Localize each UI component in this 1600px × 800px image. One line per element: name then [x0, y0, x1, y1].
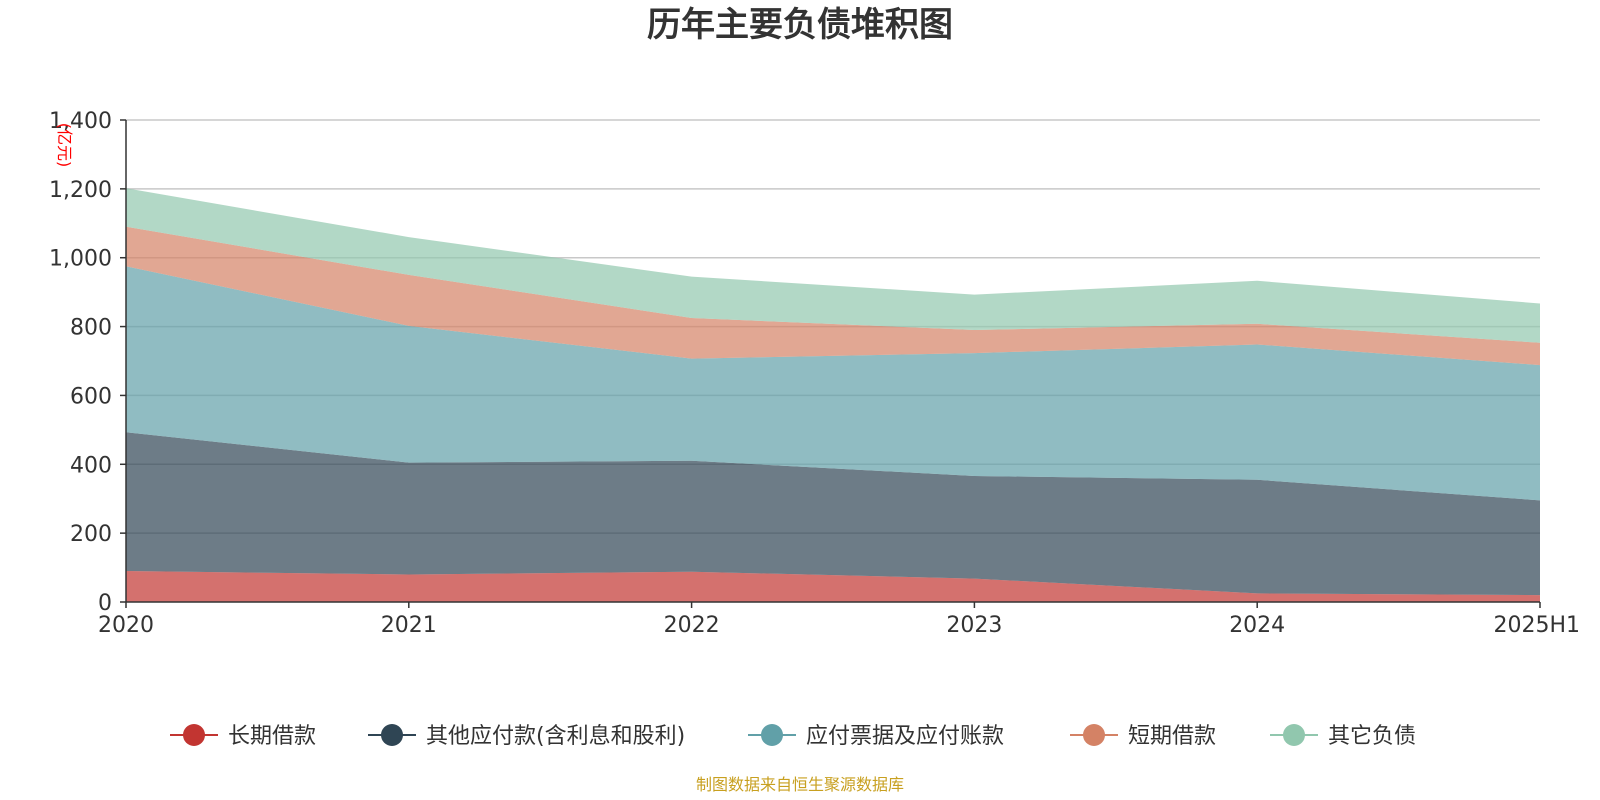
legend-item[interactable]: 长期借款: [170, 724, 316, 749]
legend-label: 长期借款: [228, 724, 316, 749]
y-tick-label: 200: [70, 522, 112, 547]
legend-label: 应付票据及应付账款: [806, 724, 1004, 749]
legend-label: 短期借款: [1128, 724, 1216, 749]
y-tick-label: 600: [70, 384, 112, 409]
area-长期借款: [126, 571, 1540, 602]
legend-label: 其它负债: [1328, 724, 1416, 749]
legend-item[interactable]: 短期借款: [1070, 724, 1216, 749]
y-tick-label: 1,400: [49, 109, 112, 134]
legend-label: 其他应付款(含利息和股利): [426, 724, 685, 749]
legend-item[interactable]: 其他应付款(含利息和股利): [368, 724, 685, 749]
x-tick-label: 2023: [946, 613, 1002, 638]
area-应付票据及应付账款: [126, 266, 1540, 501]
y-tick-label: 1,200: [49, 178, 112, 203]
x-tick-label: 2021: [381, 613, 437, 638]
y-tick-label: 0: [98, 591, 112, 616]
legend-item[interactable]: 应付票据及应付账款: [748, 724, 1004, 749]
legend: 长期借款 其他应付款(含利息和股利) 应付票据及应付账款 短期借款 其它负债: [170, 724, 1416, 749]
area-短期借款: [126, 226, 1540, 366]
x-tick-label: 2022: [664, 613, 720, 638]
legend-marker: [381, 724, 403, 746]
legend-marker: [761, 724, 783, 746]
y-tick-label: 1,000: [49, 247, 112, 272]
area-其它负债: [126, 188, 1540, 343]
data-source-note: 制图数据来自恒生聚源数据库: [696, 775, 904, 794]
legend-item[interactable]: 其它负债: [1270, 724, 1416, 749]
legend-marker: [1283, 724, 1305, 746]
axes: 0 200 400 600 800 1,000 1,200 1,400 2020 2021 2022…: [49, 109, 1580, 638]
y-axis-unit: (亿元): [55, 123, 74, 168]
y-tick-label: 400: [70, 453, 112, 478]
area-series: [126, 188, 1540, 602]
y-tick-label: 800: [70, 316, 112, 341]
legend-marker: [183, 724, 205, 746]
x-tick-label: 2020: [98, 613, 154, 638]
x-tick-label: 2025H1: [1493, 613, 1580, 638]
x-tick-label: 2024: [1229, 613, 1285, 638]
area-其他应付款(含利息和股利): [126, 432, 1540, 596]
chart-title: 历年主要负债堆积图: [647, 5, 953, 45]
legend-marker: [1083, 724, 1105, 746]
